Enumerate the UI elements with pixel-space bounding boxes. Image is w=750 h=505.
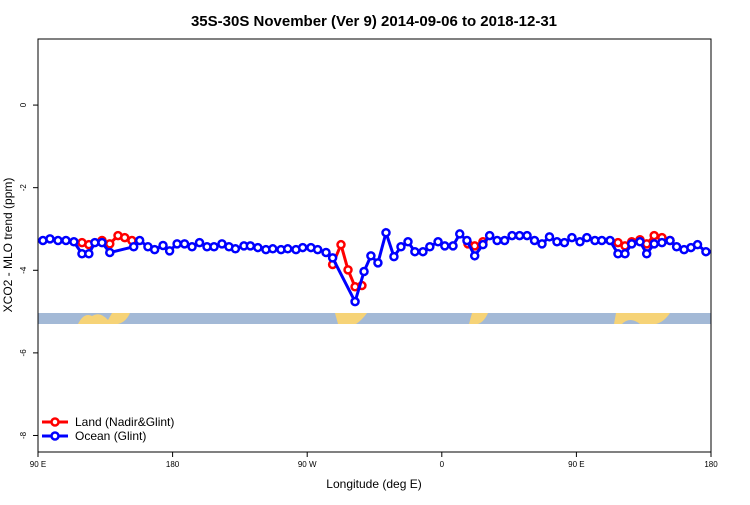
data-point [692,239,703,250]
data-point [567,232,577,243]
data-point [649,239,659,249]
data-point [454,229,465,239]
data-point [253,242,263,253]
data-point [469,251,480,261]
data-point [149,244,160,255]
x-tick-label: 90 E [568,460,584,469]
data-point [359,266,369,277]
data-point [381,227,391,238]
data-point [297,242,308,253]
data-point [671,241,682,252]
data-point [69,237,79,247]
x-tick-label: 180 [166,460,180,469]
legend-label: Ocean (Glint) [75,429,146,443]
data-point [641,249,652,259]
data-point [478,239,488,250]
data-point [462,235,472,246]
data-point [245,241,256,251]
data-point [582,232,592,243]
data-point [268,244,278,254]
data-point [134,235,145,246]
data-point [448,241,458,251]
data-point [327,253,338,263]
data-point [179,239,190,249]
data-point [164,246,175,256]
data-point [61,235,71,246]
data-point [665,235,675,246]
data-point [312,244,323,255]
data-point [522,230,532,241]
data-point [492,235,502,246]
chart-title: 35S-30S November (Ver 9) 2014-09-06 to 2… [191,13,557,30]
plot-frame [37,38,712,453]
y-tick-label: 0 [19,102,28,107]
data-point [552,237,562,247]
land-mask [38,313,711,324]
x-tick-label: 0 [440,460,445,469]
data-point [507,230,517,241]
data-point [373,258,383,268]
data-point [283,244,293,254]
y-tick-label: -4 [19,266,28,274]
x-tick-label: 180 [704,460,718,469]
data-point [105,239,115,249]
data-point [544,232,555,242]
legend-marker [50,431,60,441]
data-point [440,241,450,251]
y-tick-label: -8 [19,431,28,439]
data-point [187,241,197,252]
data-point [418,246,428,257]
data-point [701,246,711,257]
data-point [605,235,615,246]
data-point [559,237,570,248]
y-tick-label: -6 [19,349,28,357]
data-point [529,235,540,246]
x-axis-label: Longitude (deg E) [326,477,421,491]
data-point [336,239,346,250]
data-point [575,237,585,247]
data-point [433,237,443,247]
legend: Land (Nadir&Glint)Ocean (Glint) [42,415,174,443]
data-point [635,237,645,247]
x-tick-label: 90 W [298,460,317,469]
data-point [657,237,667,248]
data-point [84,249,94,259]
data-point [626,239,637,249]
x-tick-label: 90 E [30,460,46,469]
data-point [105,247,115,258]
data-point [484,230,495,241]
data-point [158,240,168,251]
data-point [172,239,182,249]
data-point [366,251,376,261]
legend-marker [50,417,60,427]
legend-label: Land (Nadir&Glint) [75,415,174,429]
data-point [209,241,219,252]
data-point [350,296,360,307]
data-point [97,237,107,248]
data-point [194,237,205,248]
data-point [597,235,607,246]
data-point [410,246,420,257]
data-point [620,249,630,259]
y-tick-label: -2 [19,184,28,192]
data-point [425,241,435,252]
data-point [396,241,406,252]
data-point [321,247,331,258]
data-point [649,230,659,241]
data-point [343,265,353,275]
data-point [499,235,510,246]
data-point [45,234,55,244]
y-axis-label: XCO2 - MLO trend (ppm) [1,178,15,313]
data-point [403,237,413,247]
data-point [613,237,623,248]
data-point [53,235,63,246]
data-point [128,241,139,252]
data-point [514,230,525,241]
data-point [537,239,547,249]
data-point [230,244,241,254]
data-point [389,251,399,262]
